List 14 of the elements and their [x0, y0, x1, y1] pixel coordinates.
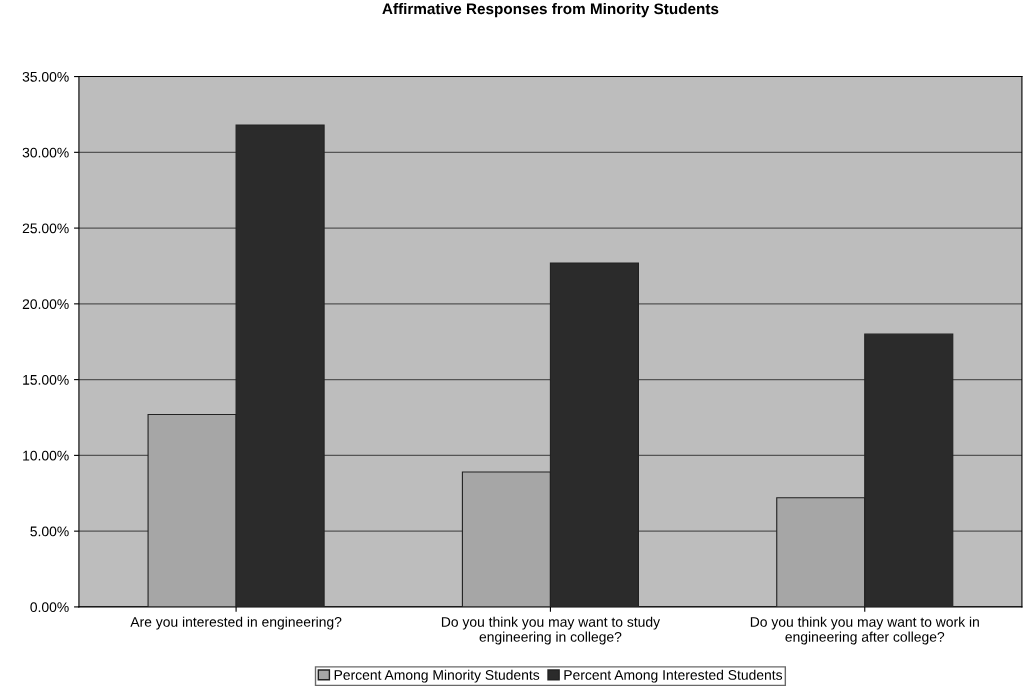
chart-title: Affirmative Responses from Minority Students: [382, 2, 719, 18]
legend-label: Percent Among Minority Students: [334, 669, 540, 683]
y-tick-label: 15.00%: [23, 374, 69, 385]
x-tick-label: Do you think you may want to work in engineering after college?: [750, 616, 979, 645]
y-tick-label: 35.00%: [22, 71, 69, 82]
y-tick-label: 25.00%: [22, 223, 69, 234]
x-tick-label: Do you think you may want to study engineering in college?: [441, 616, 661, 645]
y-tick-label: 20.00%: [22, 299, 69, 310]
y-tick-label: 10.00%: [23, 450, 69, 461]
y-tick-label: 5.00%: [30, 526, 69, 537]
y-tick-label: 0.00%: [30, 602, 69, 613]
legend-label: Percent Among Interested Students: [564, 669, 783, 683]
y-tick-label: 30.00%: [22, 147, 69, 158]
x-tick-label: Are you interested in engineering?: [130, 616, 342, 630]
